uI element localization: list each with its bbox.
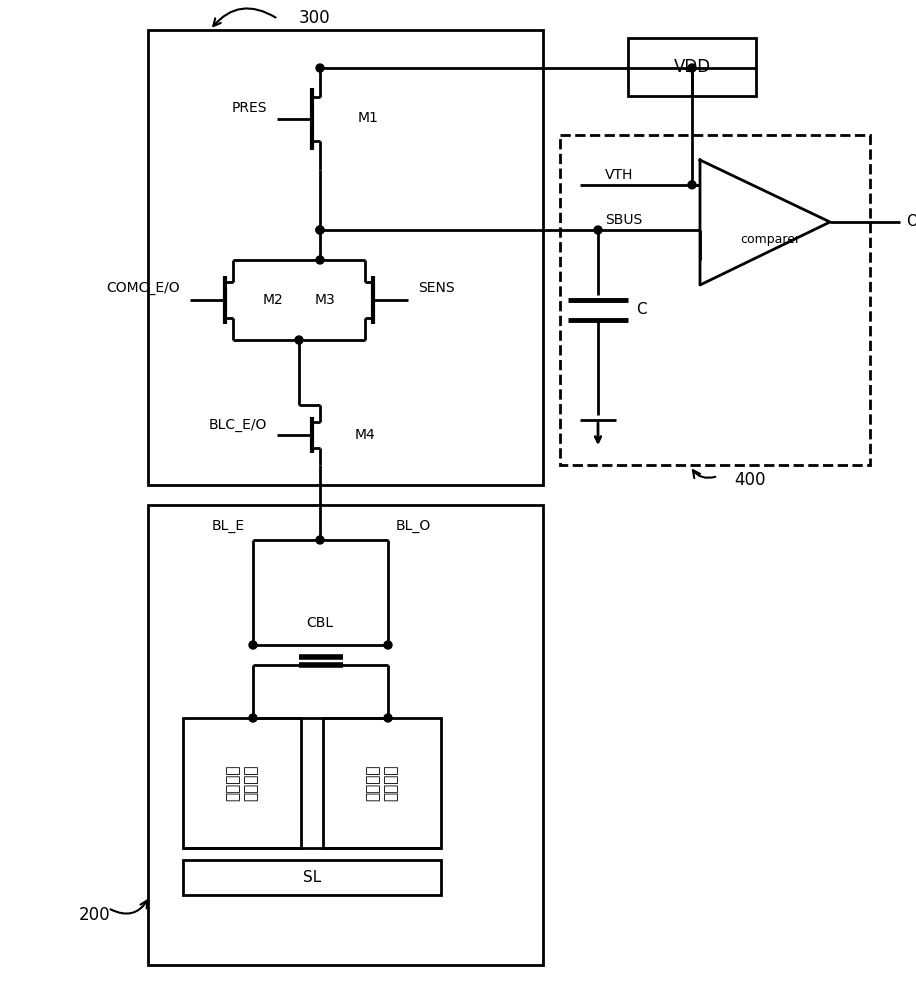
Circle shape [316, 226, 324, 234]
Text: 400: 400 [735, 471, 766, 489]
Circle shape [316, 536, 324, 544]
Bar [148, 505, 543, 965]
Bar [323, 718, 441, 848]
Text: M4: M4 [355, 428, 376, 442]
Text: BLC_E/O: BLC_E/O [209, 418, 267, 432]
Text: OUT: OUT [906, 215, 916, 230]
FancyArrowPatch shape [213, 8, 276, 26]
Text: M2: M2 [263, 293, 284, 307]
Text: PRES: PRES [232, 101, 267, 115]
Circle shape [688, 181, 696, 189]
Text: 存储单元
确定模块: 存储单元 确定模块 [225, 765, 259, 801]
Text: COMC_E/O: COMC_E/O [106, 281, 180, 295]
Text: VDD: VDD [673, 58, 711, 76]
Bar [148, 30, 543, 485]
Text: 300: 300 [300, 9, 331, 27]
Circle shape [316, 64, 324, 72]
Text: BL_E: BL_E [212, 519, 245, 533]
Text: SENS: SENS [418, 281, 454, 295]
Circle shape [384, 641, 392, 649]
Text: 存储单元
确定模块: 存储单元 确定模块 [365, 765, 398, 801]
Text: CBL: CBL [307, 616, 333, 630]
Text: SBUS: SBUS [605, 213, 642, 227]
Text: VTH: VTH [605, 168, 633, 182]
Text: M3: M3 [314, 293, 335, 307]
Bar [183, 860, 441, 895]
Text: C: C [636, 302, 647, 318]
Text: M1: M1 [358, 111, 379, 125]
Circle shape [316, 256, 324, 264]
Text: 200: 200 [79, 906, 111, 924]
Circle shape [594, 226, 602, 234]
Bar [183, 718, 301, 848]
Bar [560, 135, 870, 465]
Circle shape [316, 226, 324, 234]
Text: comparer: comparer [740, 233, 800, 246]
Text: SL: SL [303, 870, 322, 885]
Circle shape [688, 64, 696, 72]
Circle shape [249, 714, 257, 722]
FancyArrowPatch shape [111, 900, 147, 914]
Text: BL_O: BL_O [396, 519, 431, 533]
Circle shape [295, 336, 303, 344]
Bar [628, 38, 756, 96]
FancyArrowPatch shape [692, 470, 715, 478]
Circle shape [249, 641, 257, 649]
Circle shape [384, 714, 392, 722]
